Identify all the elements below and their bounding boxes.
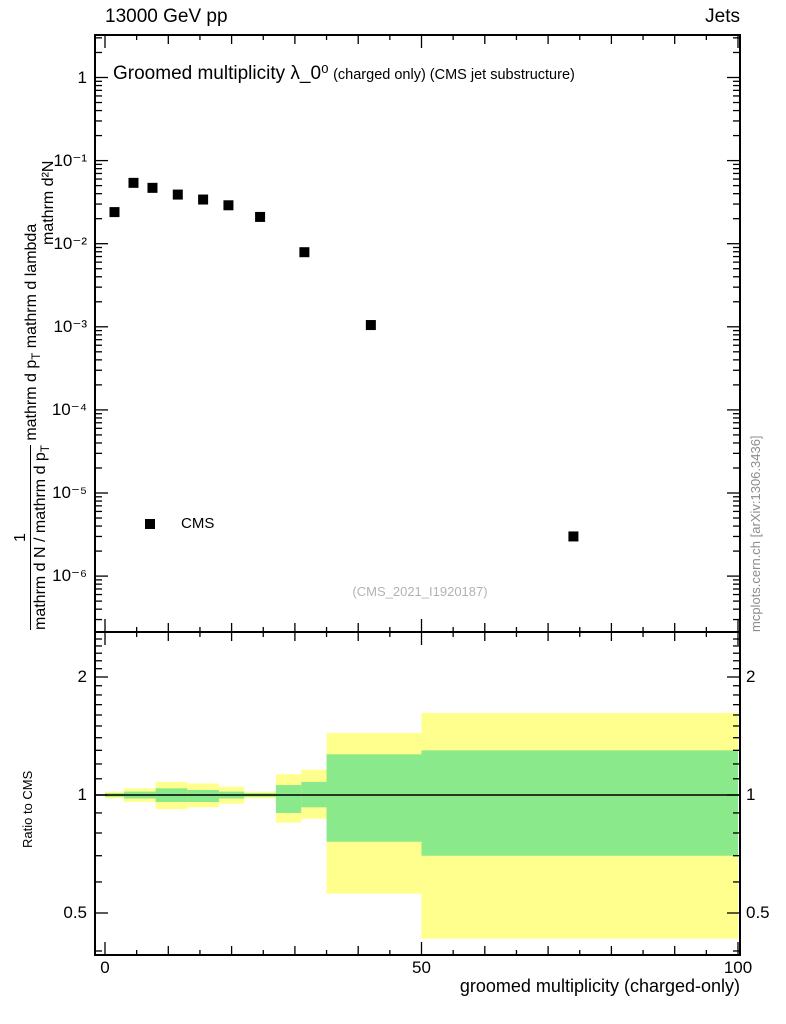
ratio-panel-frame (94, 631, 741, 956)
main-y-tick-label: 10⁻³ (53, 316, 87, 336)
x-tick-label: 0 (100, 958, 110, 977)
mcplots-watermark: mcplots.cern.ch [arXiv:1306.3436] (748, 435, 763, 632)
plot-title-sub: (charged only) (CMS jet substructure) (333, 67, 575, 83)
ratio-y-tick-label-left: 1 (77, 785, 87, 804)
uncertainty-band-inner (187, 789, 219, 802)
ratio-y-tick-label-right: 0.5 (746, 903, 770, 922)
main-y-tick-label: 10⁻⁵ (52, 483, 87, 502)
main-y-tick-label: 10⁻⁶ (52, 566, 87, 586)
y-label-fraction-denominator: mathrm d N / mathrm d pT (29, 445, 53, 630)
data-point (109, 207, 120, 218)
plot-title-main: Groomed multiplicity λ_0⁰ (113, 63, 329, 84)
main-y-tick-label: 10⁻¹ (53, 150, 87, 170)
ratio-y-axis-label: Ratio to CMS (20, 770, 35, 848)
legend-entry-cms: CMS (181, 515, 215, 532)
data-point (128, 177, 139, 188)
x-tick-label: 50 (412, 958, 431, 977)
data-point (299, 247, 310, 258)
data-point (147, 182, 158, 193)
data-point (365, 320, 376, 331)
main-y-tick-label: 10⁻² (53, 233, 87, 253)
uncertainty-band-inner (421, 750, 738, 856)
uncertainty-band-inner (326, 754, 422, 842)
main-y-tick-label: 1 (77, 67, 87, 87)
data-point (568, 531, 579, 542)
main-panel-frame (94, 34, 741, 633)
analysis-group-label: Jets (705, 6, 740, 27)
uncertainty-band-inner (275, 785, 302, 813)
ratio-y-tick-label-right: 2 (746, 667, 756, 686)
ratio-y-tick-label-left: 2 (77, 667, 87, 686)
x-axis-label: groomed multiplicity (charged-only) (459, 976, 740, 996)
main-y-axis-label-numerator: mathrm d²N (40, 160, 57, 245)
data-point (223, 200, 234, 211)
plot-title: Groomed multiplicity λ_0⁰ (charged only)… (113, 62, 575, 85)
data-point (172, 189, 183, 200)
legend-marker-square (145, 519, 155, 529)
data-point (255, 211, 266, 222)
y-label-fraction: 1 mathrm d N / mathrm d pT (12, 445, 53, 630)
analysis-reference-label: (CMS_2021_I1920187) (352, 584, 488, 599)
main-y-tick-label: 10⁻⁴ (51, 399, 87, 419)
data-point (198, 194, 209, 205)
ratio-y-tick-label-right: 1 (746, 785, 756, 804)
beam-energy-label: 13000 GeV pp (105, 6, 228, 27)
y-label-fraction-numerator: 1 (12, 533, 29, 543)
ratio-y-tick-label-left: 0.5 (63, 903, 87, 922)
x-tick-label: 100 (723, 958, 753, 977)
